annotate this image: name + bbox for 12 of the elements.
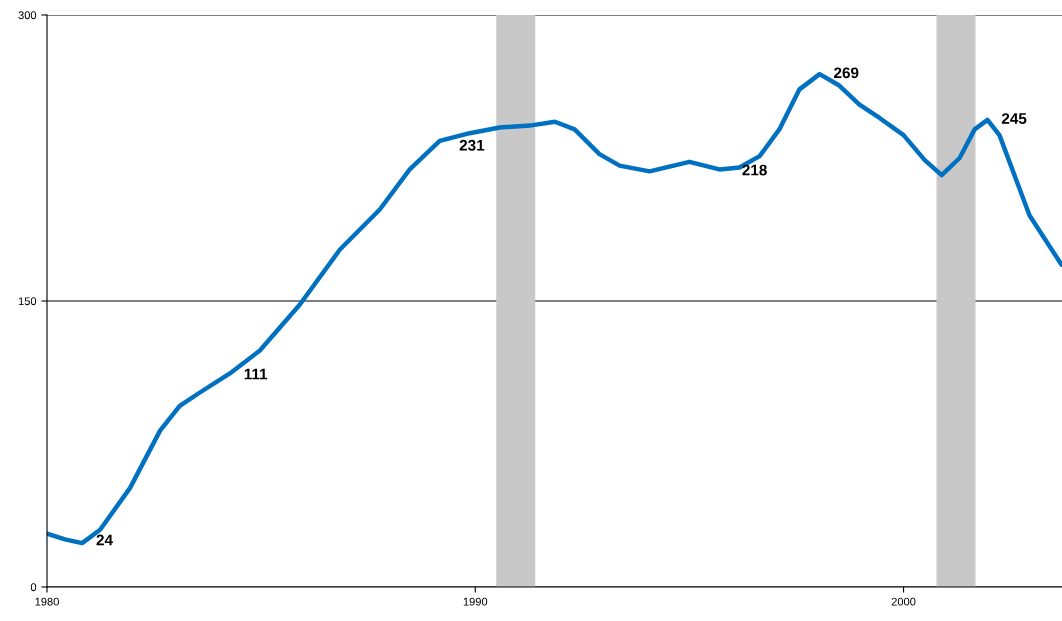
x-tick-label: 1980: [35, 597, 59, 606]
annotation: 269: [834, 67, 859, 79]
y-tick-label: 0: [30, 583, 37, 592]
annotation: 24: [96, 534, 113, 546]
x-tick-label: 2000: [891, 597, 916, 606]
annotation: 218: [742, 164, 767, 176]
y-tick-label: 300: [18, 11, 37, 20]
y-tick-label: 150: [18, 297, 37, 306]
annotation: 245: [1001, 113, 1027, 124]
x-tick-label: 1990: [463, 597, 488, 606]
annotation: 231: [459, 139, 485, 151]
annotation: 111: [244, 368, 268, 380]
